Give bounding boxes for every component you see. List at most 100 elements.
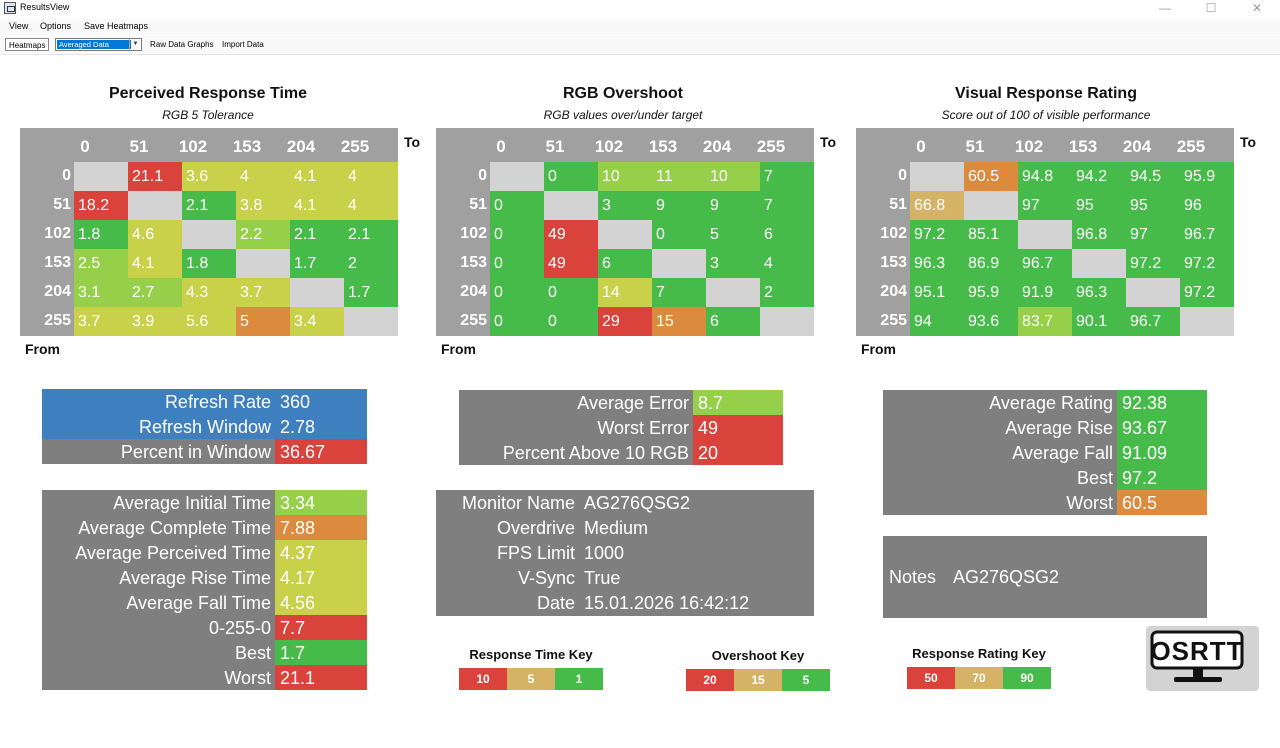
notes-value: AG276QSG2 <box>953 567 1060 587</box>
app-icon <box>4 2 16 14</box>
menu-view[interactable]: View <box>9 21 29 31</box>
stat-label: Percent Above 10 RGB <box>502 443 689 463</box>
heatmap-cell: 0 <box>490 220 544 249</box>
heatmap-cell: 3.7 <box>236 278 290 307</box>
stat-label: V-Sync <box>517 568 575 588</box>
data-select[interactable]: Averaged Data ▼ <box>55 38 142 51</box>
key-cell: 20 <box>686 669 734 691</box>
heatmap-cell: 18.2 <box>74 191 128 220</box>
heatmap-cell: 0 <box>544 162 598 191</box>
refresh-panel: Refresh Rate 360 Refresh Window 2.78 Percent… <box>42 389 367 464</box>
heatmap-cell: 7 <box>760 162 814 191</box>
stat-row: Average Error 8.7 <box>459 390 783 415</box>
import-data-button[interactable]: Import Data <box>222 40 264 49</box>
heatmap-cell: 96.7 <box>1126 307 1180 336</box>
chevron-down-icon[interactable]: ▼ <box>129 39 141 50</box>
column-header: 102 <box>178 137 208 156</box>
heatmap-cell: 4 <box>236 162 290 191</box>
row-header: 255 <box>44 312 71 329</box>
heatmap-cell: 60.5 <box>964 162 1018 191</box>
heatmap-cell: 2.1 <box>344 220 398 249</box>
stat-value: 97.2 <box>1117 465 1207 490</box>
heatmap-cell <box>182 220 236 249</box>
from-label: From <box>861 341 896 357</box>
panel-title: RGB Overshoot <box>562 85 683 102</box>
heatmap-cell: 9 <box>652 191 706 220</box>
heatmap-cell <box>544 191 598 220</box>
stat-label: Average Fall Time <box>126 593 271 613</box>
heatmap-cell: 90.1 <box>1072 307 1126 336</box>
stat-row: Worst 21.1 <box>42 665 367 690</box>
heatmap-cell: 0 <box>490 191 544 220</box>
heatmap-cell <box>598 220 652 249</box>
heatmap-cell <box>128 191 182 220</box>
heatmap-cell: 5 <box>236 307 290 336</box>
heatmap-cell <box>1180 307 1234 336</box>
heatmap-cell: 0 <box>652 220 706 249</box>
heatmap-cell <box>1126 278 1180 307</box>
stat-value: 4.17 <box>275 565 367 590</box>
stat-row: Percent Above 10 RGB 20 <box>459 440 783 465</box>
stat-row: Average Perceived Time 4.37 <box>42 540 367 565</box>
stat-label: Date <box>536 593 575 613</box>
stat-label: FPS Limit <box>496 543 575 563</box>
stat-value: 3.34 <box>275 490 367 515</box>
monitor-icon: OSRTT <box>1150 630 1244 682</box>
stat-row: Percent in Window 36.67 <box>42 439 367 464</box>
heatmap-cell: 1.7 <box>290 249 344 278</box>
close-icon[interactable]: ✕ <box>1251 1 1263 15</box>
key-row: 50 70 90 <box>907 667 1051 689</box>
heatmap-cell: 5.6 <box>182 307 236 336</box>
heatmap-cell: 7 <box>760 191 814 220</box>
heatmap-cell: 94.2 <box>1072 162 1126 191</box>
row-header: 255 <box>460 312 487 329</box>
maximize-icon[interactable]: ☐ <box>1205 1 1217 15</box>
stat-row: Overdrive Medium <box>436 515 814 540</box>
column-header: 153 <box>232 137 262 156</box>
heatmap-cell: 86.9 <box>964 249 1018 278</box>
stat-label: Average Rise <box>1005 418 1113 438</box>
heatmap-cell <box>1018 220 1072 249</box>
minimize-icon[interactable]: — <box>1159 1 1171 15</box>
stat-value: 1.7 <box>275 640 367 665</box>
column-header: 0 <box>916 137 926 156</box>
heatmap-cell: 3.4 <box>290 307 344 336</box>
menu-save-heatmaps[interactable]: Save Heatmaps <box>84 21 149 31</box>
column-header: 153 <box>648 137 678 156</box>
key-title: Response Time Key <box>469 647 593 662</box>
heatmap-cell: 97.2 <box>1180 278 1234 307</box>
heatmap-cell: 0 <box>544 278 598 307</box>
heatmap-cell: 21.1 <box>128 162 182 191</box>
row-header: 51 <box>53 196 71 213</box>
heatmap-cell: 4.6 <box>128 220 182 249</box>
heatmap-cell <box>290 278 344 307</box>
raw-data-graphs-button[interactable]: Raw Data Graphs <box>150 40 214 49</box>
heatmap-cell: 1.8 <box>182 249 236 278</box>
heatmap-cell: 97 <box>1018 191 1072 220</box>
heatmap-cell: 96 <box>1180 191 1234 220</box>
stat-value: 20 <box>693 440 783 465</box>
stat-value: 2.78 <box>275 414 367 439</box>
window-title: ResultsView <box>20 2 70 12</box>
osrtt-logo: OSRTT <box>1146 626 1259 691</box>
heatmap-cell: 2.5 <box>74 249 128 278</box>
from-label: From <box>25 341 60 357</box>
heatmap-cell <box>706 278 760 307</box>
heatmap-cell: 1.7 <box>344 278 398 307</box>
key-row: 20 15 5 <box>686 669 830 691</box>
stat-row: Best 1.7 <box>42 640 367 665</box>
stat-row: Average Complete Time 7.88 <box>42 515 367 540</box>
heatmaps-button[interactable]: Heatmaps <box>5 38 50 51</box>
stat-value: 60.5 <box>1117 490 1207 515</box>
key-cell: 5 <box>507 668 555 690</box>
heatmap-cell: 3.7 <box>74 307 128 336</box>
stat-label: Average Complete Time <box>78 518 271 538</box>
title-bar: ResultsView — ☐ ✕ <box>0 0 1280 18</box>
monitor-info-panel: Monitor Name AG276QSG2 Overdrive Medium FPS … <box>436 490 814 616</box>
heatmap-cell: 2.7 <box>128 278 182 307</box>
row-header: 153 <box>460 254 487 271</box>
row-header: 102 <box>460 225 487 242</box>
heatmap-cell: 10 <box>706 162 760 191</box>
menu-options[interactable]: Options <box>40 21 72 31</box>
column-header: 0 <box>496 137 506 156</box>
